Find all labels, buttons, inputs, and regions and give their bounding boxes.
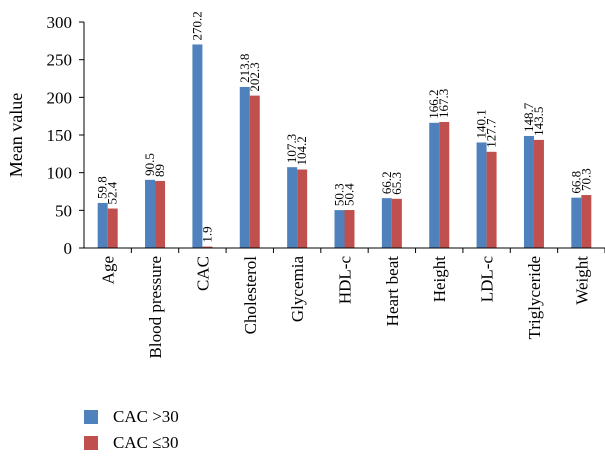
x-tick-label: Height <box>430 256 449 303</box>
data-label: 66.2 <box>379 171 394 194</box>
data-label: 59.8 <box>95 176 110 199</box>
data-label: 90.5 <box>142 153 157 176</box>
x-tick-label: Heart beat <box>383 256 402 327</box>
data-label: 270.2 <box>189 11 204 40</box>
data-label: 89 <box>152 164 167 177</box>
bar <box>192 44 203 248</box>
y-tick-label: 100 <box>47 164 73 183</box>
bar <box>97 202 108 248</box>
x-tick-label: Triglyceride <box>525 256 544 339</box>
data-label: 50.4 <box>342 183 357 206</box>
bar <box>334 210 345 248</box>
y-tick-label: 250 <box>47 51 73 70</box>
x-tick-label: Blood pressure <box>146 256 165 358</box>
x-tick-label: HDL-c <box>336 256 355 305</box>
data-label: 50.3 <box>332 183 347 206</box>
bar <box>381 198 392 248</box>
bar <box>571 197 582 248</box>
data-label: 104.2 <box>294 136 309 165</box>
data-label: 65.3 <box>389 172 404 195</box>
data-label: 213.8 <box>237 54 252 83</box>
y-axis-label: Mean value <box>6 93 26 177</box>
data-label: 52.4 <box>105 181 120 204</box>
bar <box>581 195 592 248</box>
bar <box>429 122 440 248</box>
bar <box>533 139 544 248</box>
bar <box>107 208 118 248</box>
x-tick-label: Glycemia <box>288 256 307 323</box>
data-label: 1.9 <box>199 226 214 242</box>
legend-swatch-cac-gt-30 <box>84 410 98 424</box>
legend-item-cac-le-30: CAC ≤30 <box>84 430 179 456</box>
bar <box>239 86 250 248</box>
x-tick-label: Weight <box>572 256 591 305</box>
legend-label-cac-gt-30: CAC >30 <box>113 407 179 426</box>
legend: CAC >30 CAC ≤30 <box>84 404 179 456</box>
data-label: 66.8 <box>568 171 583 194</box>
bar <box>523 135 534 248</box>
y-tick-label: 150 <box>47 126 73 145</box>
y-tick-label: 0 <box>64 239 73 258</box>
data-label: 148.7 <box>521 102 536 132</box>
data-label: 107.3 <box>284 134 299 163</box>
data-label: 202.3 <box>247 62 262 91</box>
y-tick-label: 50 <box>55 201 72 220</box>
bar <box>439 121 450 248</box>
legend-item-cac-gt-30: CAC >30 <box>84 404 179 430</box>
x-tick-label: CAC <box>193 256 212 291</box>
data-label: 143.5 <box>531 107 546 136</box>
legend-label-cac-le-30: CAC ≤30 <box>113 433 179 452</box>
bar <box>287 167 298 248</box>
legend-swatch-cac-le-30 <box>84 436 98 450</box>
data-label: 166.2 <box>426 90 441 119</box>
bar <box>145 179 156 248</box>
bar <box>297 169 308 248</box>
bar <box>486 151 497 248</box>
x-tick-label: LDL-c <box>478 256 497 303</box>
x-tick-label: Cholesterol <box>241 256 260 335</box>
bar <box>202 246 213 248</box>
bar <box>391 198 402 248</box>
bar <box>155 180 166 248</box>
bar <box>476 142 487 248</box>
x-axis: Age Blood pressure CAC Cholesterol Glycemia H… <box>84 247 605 358</box>
y-tick-label: 200 <box>47 88 73 107</box>
y-axis: 0 50 100 150 200 250 300 <box>47 13 85 258</box>
data-label: 140.1 <box>474 109 489 138</box>
data-label: 127.7 <box>484 118 499 148</box>
bar <box>249 95 260 248</box>
x-tick-label: Age <box>99 256 118 284</box>
y-tick-label: 300 <box>47 13 73 32</box>
data-label: 70.3 <box>578 168 593 191</box>
bar-chart: 0 50 100 150 200 250 300 59.852.4 90.589 270.2 1.… <box>6 11 605 358</box>
bar <box>344 210 355 248</box>
bars <box>97 44 592 248</box>
data-label: 167.3 <box>436 89 451 118</box>
